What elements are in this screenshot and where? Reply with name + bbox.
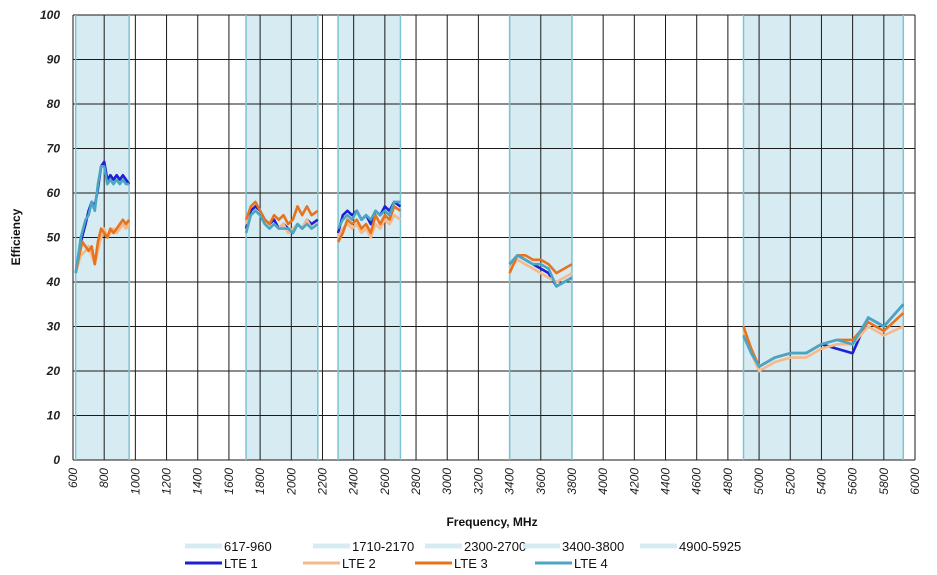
legend-label-series: LTE 2 xyxy=(342,556,376,571)
x-tick-label: 4000 xyxy=(596,468,610,495)
legend-label-band: 2300-2700 xyxy=(464,539,526,554)
y-tick-label: 10 xyxy=(47,409,61,423)
x-tick-label: 1000 xyxy=(128,468,142,495)
legend-label-band: 4900-5925 xyxy=(679,539,741,554)
y-tick-label: 90 xyxy=(47,53,61,67)
gridlines-group xyxy=(72,14,916,461)
x-tick-label: 2800 xyxy=(409,468,423,496)
x-tick-label: 4400 xyxy=(659,468,673,495)
legend-label-series: LTE 1 xyxy=(224,556,258,571)
x-tick-label: 3200 xyxy=(471,468,485,495)
y-tick-label: 0 xyxy=(53,453,60,467)
y-tick-label: 40 xyxy=(46,275,61,289)
series-line-lte2-segment-5 xyxy=(742,325,904,373)
legend-label-series: LTE 3 xyxy=(454,556,488,571)
series-line-lte4-segment-2 xyxy=(244,209,319,235)
legend: 617-960 1710-2170 2300-2700 3400-3800 4900-5… xyxy=(185,539,741,571)
legend-label-series: LTE 4 xyxy=(574,556,608,571)
y-axis-label: Efficiency xyxy=(9,208,23,265)
legend-label-band: 1710-2170 xyxy=(352,539,414,554)
series-line-lte2-segment-4 xyxy=(508,258,573,284)
series-line-lte1-segment-3 xyxy=(336,200,402,234)
series-line-lte3-segment-1 xyxy=(74,218,131,274)
x-tick-label: 2400 xyxy=(347,468,361,496)
series-line-lte4-segment-1 xyxy=(74,165,130,274)
y-tick-label: 100 xyxy=(40,8,60,22)
series-line-lte3-segment-2 xyxy=(244,200,319,226)
x-tick-label: 6000 xyxy=(908,468,922,495)
y-tick-label: 50 xyxy=(47,231,61,245)
x-tick-label: 2000 xyxy=(284,468,298,496)
series-line-lte4-segment-5 xyxy=(742,303,905,368)
series-group xyxy=(74,160,905,373)
x-tick-label: 1400 xyxy=(191,468,205,495)
x-tick-label: 3400 xyxy=(503,468,517,495)
x-tick-label: 1800 xyxy=(253,468,267,495)
x-tick-label: 5200 xyxy=(783,468,797,495)
x-tick-label: 4200 xyxy=(627,468,641,495)
series-line-lte3-segment-3 xyxy=(336,205,402,243)
x-tick-label: 3000 xyxy=(440,468,454,495)
y-tick-label: 30 xyxy=(47,320,61,334)
x-tick-label: 3800 xyxy=(565,468,579,495)
legend-label-band: 3400-3800 xyxy=(562,539,624,554)
series-line-lte4-segment-4 xyxy=(508,254,573,288)
series-line-lte2-segment-3 xyxy=(336,213,402,239)
x-tick-label: 4600 xyxy=(690,468,704,495)
x-tick-label: 5000 xyxy=(752,468,766,495)
series-line-lte4-segment-3 xyxy=(336,200,401,230)
x-tick-label: 1200 xyxy=(160,468,174,495)
x-tick-label: 5800 xyxy=(877,468,891,495)
x-tick-label: 600 xyxy=(66,468,80,488)
x-tick-label: 5600 xyxy=(846,468,860,495)
legend-label-band: 617-960 xyxy=(224,539,272,554)
x-tick-label: 800 xyxy=(97,468,111,488)
x-tick-label: 1600 xyxy=(222,468,236,495)
x-tick-label: 2600 xyxy=(378,468,392,496)
y-tick-label: 80 xyxy=(47,97,61,111)
y-tick-label: 20 xyxy=(46,364,61,378)
y-tick-label: 70 xyxy=(47,142,61,156)
band-edges-group xyxy=(74,15,905,460)
x-tick-label: 3600 xyxy=(534,468,548,495)
tick-labels-group: 600 800 1000 1200 1400 1600 1800 2000 2200 2400 26… xyxy=(40,8,922,496)
x-tick-label: 4800 xyxy=(721,468,735,495)
x-tick-label: 2200 xyxy=(315,468,329,496)
x-axis-label: Frequency, MHz xyxy=(446,515,537,529)
x-tick-label: 5400 xyxy=(814,468,828,495)
y-tick-label: 60 xyxy=(47,186,61,200)
